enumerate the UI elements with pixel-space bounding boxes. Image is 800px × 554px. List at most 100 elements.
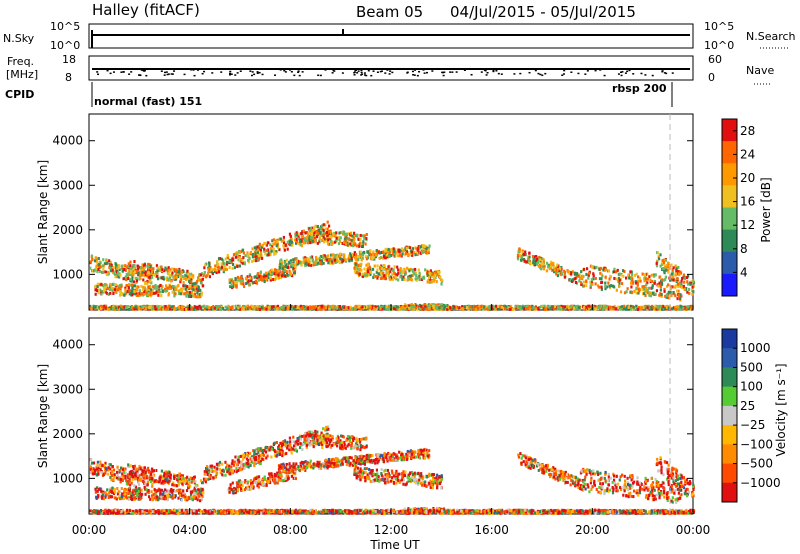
heatmap-cell xyxy=(94,468,97,472)
heatmap-cell xyxy=(585,280,588,284)
y-tick-label: 2000 xyxy=(52,223,83,237)
heatmap-cell xyxy=(405,246,408,250)
heatmap-cell xyxy=(569,279,572,283)
heatmap-cell xyxy=(615,277,618,281)
heatmap-cell xyxy=(560,307,563,311)
heatmap-cell xyxy=(626,287,629,291)
heatmap-cell xyxy=(170,487,173,491)
heatmap-cell xyxy=(532,306,535,310)
heatmap-cell xyxy=(127,307,130,311)
heatmap-cell xyxy=(127,286,130,290)
heatmap-cell xyxy=(187,272,190,276)
nave-point xyxy=(384,72,387,74)
heatmap-cell xyxy=(183,277,186,281)
heatmap-cell xyxy=(660,292,663,296)
heatmap-cell xyxy=(644,306,648,310)
heatmap-cell xyxy=(371,257,374,261)
heatmap-cell xyxy=(332,260,335,264)
heatmap-cell xyxy=(162,490,165,494)
heatmap-cell xyxy=(94,490,97,494)
heatmap-cell xyxy=(486,307,490,311)
heatmap-cell xyxy=(89,266,92,270)
heatmap-cell xyxy=(154,492,157,496)
heatmap-cell xyxy=(552,264,555,268)
heatmap-cell xyxy=(312,226,316,230)
heatmap-cell xyxy=(650,291,653,295)
heatmap-cell xyxy=(231,266,234,270)
heatmap-cell xyxy=(321,304,324,308)
heatmap-cell xyxy=(659,253,662,257)
heatmap-cell xyxy=(105,467,108,471)
power-colorbar-tick-label: 12 xyxy=(740,218,755,232)
heatmap-cell xyxy=(110,286,113,290)
heatmap-cell xyxy=(256,304,259,308)
heatmap-cell xyxy=(622,274,625,278)
heatmap-cell xyxy=(614,270,618,274)
heatmap-cell xyxy=(661,278,664,282)
heatmap-cell xyxy=(165,289,169,293)
heatmap-cell xyxy=(312,233,316,237)
heatmap-cell xyxy=(364,255,367,259)
heatmap-cell xyxy=(544,307,547,311)
heatmap-cell xyxy=(443,305,447,309)
heatmap-cell xyxy=(189,305,192,309)
heatmap-cell xyxy=(421,306,424,310)
heatmap-cell xyxy=(612,270,616,274)
heatmap-cell xyxy=(633,273,637,277)
heatmap-cell xyxy=(385,307,388,311)
heatmap-cell xyxy=(418,271,421,275)
heatmap-cell xyxy=(591,282,594,286)
heatmap-cell xyxy=(393,265,396,269)
heatmap-cell xyxy=(472,304,475,308)
heatmap-cell xyxy=(96,467,99,471)
heatmap-cell xyxy=(643,292,646,296)
heatmap-cell xyxy=(604,268,607,272)
heatmap-cell xyxy=(411,269,415,273)
heatmap-cell xyxy=(301,260,304,264)
heatmap-cell xyxy=(295,263,298,267)
heatmap-cell xyxy=(128,268,131,272)
heatmap-cell xyxy=(356,271,359,275)
heatmap-cell xyxy=(104,495,107,499)
heatmap-cell xyxy=(149,293,152,297)
heatmap-cell xyxy=(522,257,526,261)
heatmap-cell xyxy=(688,307,692,311)
heatmap-cell xyxy=(174,287,177,291)
heatmap-cell xyxy=(339,257,342,261)
heatmap-cell xyxy=(135,279,139,283)
nave-point xyxy=(537,72,540,75)
heatmap-cell xyxy=(435,306,439,310)
heatmap-cell xyxy=(380,307,383,311)
heatmap-cell xyxy=(654,273,657,277)
heatmap-cell xyxy=(102,284,105,288)
heatmap-cell xyxy=(664,294,667,298)
heatmap-cell xyxy=(200,293,203,297)
heatmap-cell xyxy=(343,305,347,309)
heatmap-cell xyxy=(578,279,581,283)
heatmap-cell xyxy=(341,305,345,309)
heatmap-cell xyxy=(231,285,235,289)
heatmap-cell xyxy=(280,258,283,262)
heatmap-cell xyxy=(197,294,200,298)
heatmap-cell xyxy=(303,260,306,264)
heatmap-cell xyxy=(442,303,445,307)
heatmap-cell xyxy=(118,267,121,271)
heatmap-cell xyxy=(167,278,170,282)
heatmap-cell xyxy=(676,282,680,286)
heatmap-cell xyxy=(176,268,179,272)
heatmap-cell xyxy=(576,273,579,277)
heatmap-cell xyxy=(660,294,663,298)
heatmap-cell xyxy=(487,305,490,309)
heatmap-cell xyxy=(270,249,273,253)
heatmap-cell xyxy=(372,252,375,256)
heatmap-cell xyxy=(475,305,478,309)
heatmap-cell xyxy=(542,258,545,262)
heatmap-cell xyxy=(661,261,664,265)
heatmap-cell xyxy=(137,483,141,487)
heatmap-cell xyxy=(94,285,97,289)
heatmap-cell xyxy=(321,228,324,232)
heatmap-cell xyxy=(358,244,361,248)
heatmap-cell xyxy=(383,276,386,280)
heatmap-cell xyxy=(587,276,590,280)
